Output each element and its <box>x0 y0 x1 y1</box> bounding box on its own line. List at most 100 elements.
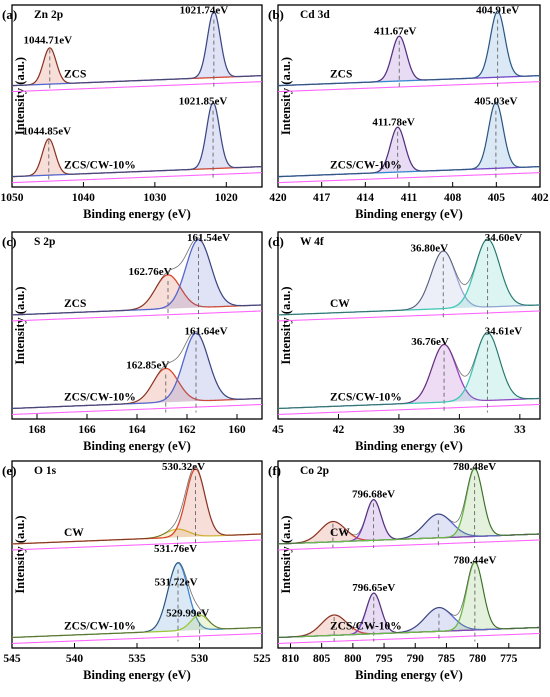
background-line <box>277 172 541 184</box>
background-line <box>11 539 263 551</box>
x-tick-label: 402 <box>531 192 549 204</box>
sample-label: ZCS/CW-10% <box>64 160 136 172</box>
peak-label: 780.48eV <box>453 461 496 473</box>
peak-label: 529.99eV <box>166 608 209 620</box>
peak-fill <box>278 239 540 315</box>
element-title: O 1s <box>34 465 57 477</box>
envelope-line <box>277 101 541 178</box>
x-tick-label: 166 <box>78 424 96 436</box>
sample-1: 162.85eV 161.64eV ZCS/CW-10% <box>11 326 263 416</box>
sample-label: ZCS/CW-10% <box>330 620 402 632</box>
sample-label: ZCS/CW-10% <box>64 391 136 403</box>
sample-label: CW <box>330 298 350 310</box>
peak-fill <box>12 47 262 86</box>
background-line <box>11 81 263 93</box>
envelope-line <box>277 560 541 638</box>
peak-fill <box>278 127 540 177</box>
sample-0: 162.76eV 161.54eV ZCS <box>11 232 263 322</box>
x-axis-label: Binding energy (eV) <box>83 439 191 453</box>
peak-label: 411.67eV <box>374 26 417 38</box>
plot-frame <box>277 460 541 649</box>
panel-label: (b) <box>268 7 284 22</box>
x-tick-label: 42 <box>333 424 345 436</box>
sample-label: CW <box>64 527 84 539</box>
peak-label: 404.91eV <box>476 5 519 17</box>
background-line <box>277 632 541 645</box>
y-axis-label: Intensity (a.u.) <box>279 515 293 593</box>
element-title: Zn 2p <box>34 9 63 21</box>
peak-label: 405.03eV <box>474 96 517 108</box>
peak-label: 34.60eV <box>485 232 523 244</box>
plot-frame <box>11 4 263 188</box>
panel-label: (e) <box>2 463 16 478</box>
peak-label: 531.72eV <box>154 577 197 589</box>
peak-label: 796.68eV <box>352 488 395 500</box>
peak-fill <box>278 562 540 638</box>
envelope-line <box>277 11 541 87</box>
background-line <box>277 310 541 322</box>
peak-label: 34.61eV <box>485 326 523 338</box>
x-tick-label: 545 <box>3 653 21 665</box>
peak-label: 161.64eV <box>184 326 227 338</box>
peak-label: 1021.85eV <box>179 96 228 108</box>
peak-fill <box>12 333 262 409</box>
peak-label: 162.85eV <box>126 360 169 372</box>
envelope-line <box>11 466 263 545</box>
sample-1: 1044.85eV 1021.85eV ZCS/CW-10% <box>11 96 263 184</box>
envelope-line <box>11 11 263 87</box>
peak-fill <box>12 11 262 86</box>
x-tick-label: 36 <box>454 424 466 436</box>
x-tick-label: 39 <box>393 424 405 436</box>
x-tick-label: 775 <box>500 653 518 665</box>
peak-component <box>277 561 541 639</box>
sample-label: ZCS <box>64 298 86 310</box>
x-tick-label: 411 <box>401 192 418 204</box>
background-line <box>11 310 263 322</box>
x-tick-label: 780 <box>469 653 487 665</box>
element-title: W 4f <box>300 236 324 248</box>
panel-label: (a) <box>2 7 17 22</box>
envelope-line <box>277 467 541 545</box>
chart-panel-e: 545 540 535 530 525 Binding energy (eV) Intens… <box>2 460 271 682</box>
peak-fill <box>12 138 262 177</box>
sample-label: ZCS/CW-10% <box>330 160 402 172</box>
x-tick-label: 795 <box>375 653 393 665</box>
x-tick-label: 790 <box>407 653 425 665</box>
peak-label: 1044.85eV <box>22 125 71 137</box>
peak-label: 1021.74eV <box>180 5 229 17</box>
peak-label: 161.54eV <box>187 232 230 244</box>
peak-fill <box>278 36 540 86</box>
peak-label: 780.44eV <box>453 555 496 567</box>
x-axis-label: Binding energy (eV) <box>83 207 191 221</box>
peak-fill <box>12 562 262 638</box>
envelope-line <box>277 238 541 316</box>
sample-0: 36.80eV 34.60eV CW <box>277 232 541 322</box>
x-tick-label: 810 <box>282 653 300 665</box>
sample-0: 411.67eV 404.91eV ZCS <box>277 5 541 93</box>
plot-frame <box>277 231 541 420</box>
y-axis-label: Intensity (a.u.) <box>13 57 27 135</box>
x-axis-label: Binding energy (eV) <box>83 668 191 682</box>
sample-0: 1044.71eV 1021.74eV ZCS <box>11 5 263 93</box>
x-tick-label: 408 <box>444 192 462 204</box>
peak-label: 1044.71eV <box>23 34 72 46</box>
x-tick-label: 162 <box>178 424 196 436</box>
envelope-line <box>277 332 541 409</box>
panel-label: (d) <box>268 234 284 249</box>
y-axis-label: Intensity (a.u.) <box>279 286 293 364</box>
x-axis-label: Binding energy (eV) <box>355 207 463 221</box>
chart-panel-b: 420 417 414 411 408 405 402 Binding energy (eV)… <box>268 4 549 221</box>
x-axis-label: Binding energy (eV) <box>355 668 463 682</box>
y-axis-label: Intensity (a.u.) <box>13 515 27 593</box>
peak-fill <box>278 607 540 638</box>
chart-panel-d: 45 42 39 36 33 Binding energy (eV) Intensity (… <box>268 231 541 453</box>
element-title: S 2p <box>34 236 55 248</box>
x-tick-label: 33 <box>514 424 526 436</box>
sample-1: 531.72eV 529.99eV ZCS/CW-10% <box>11 561 263 645</box>
envelope-line <box>11 330 263 409</box>
x-tick-label: 417 <box>313 192 331 204</box>
x-tick-label: 525 <box>253 653 271 665</box>
background-line <box>277 539 541 551</box>
peak-fill <box>278 102 540 177</box>
